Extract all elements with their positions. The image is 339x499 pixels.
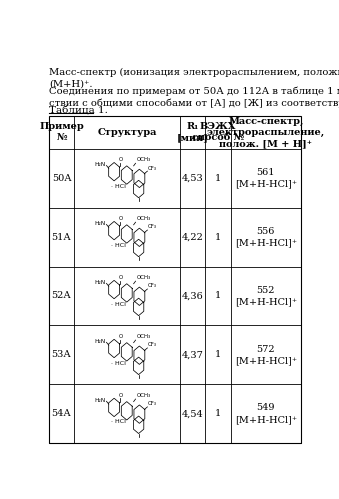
Text: H₂N: H₂N	[94, 398, 105, 403]
Text: 556
[M+H-HCl]⁺: 556 [M+H-HCl]⁺	[235, 227, 297, 248]
Text: 561
[M+H-HCl]⁺: 561 [M+H-HCl]⁺	[235, 168, 297, 189]
Text: O: O	[119, 393, 123, 398]
Text: 52А: 52А	[52, 291, 72, 300]
Text: · HCl: · HCl	[111, 243, 125, 248]
Text: O: O	[119, 157, 123, 162]
Text: CF₃: CF₃	[148, 166, 157, 171]
Text: · HCl: · HCl	[111, 420, 125, 425]
Text: CF₃: CF₃	[148, 283, 157, 288]
Text: 1: 1	[215, 174, 221, 183]
Text: 4,37: 4,37	[182, 350, 204, 359]
Text: CF₃: CF₃	[148, 342, 157, 347]
Text: Таблица 1.: Таблица 1.	[49, 107, 108, 116]
Text: Пример
№: Пример №	[39, 122, 84, 142]
Text: 552
[M+H-HCl]⁺: 552 [M+H-HCl]⁺	[235, 285, 297, 306]
Text: OCH₃: OCH₃	[136, 334, 151, 339]
Text: ВЭЖХ
способ №: ВЭЖХ способ №	[192, 122, 244, 142]
Text: H₂N: H₂N	[94, 221, 105, 226]
Text: 1: 1	[215, 291, 221, 300]
Bar	[49, 116, 301, 443]
Text: H₂N: H₂N	[94, 162, 105, 167]
Text: H₂N: H₂N	[94, 280, 105, 285]
Text: O: O	[119, 216, 123, 221]
Text: Масс-спектр,
электрораспыление,
полож. [M + H]⁺: Масс-спектр, электрораспыление, полож. […	[207, 117, 325, 148]
Text: OCH₃: OCH₃	[136, 217, 151, 222]
Text: · HCl: · HCl	[111, 361, 125, 366]
Text: O: O	[119, 275, 123, 280]
Text: H₂N: H₂N	[94, 339, 105, 344]
Text: 4,36: 4,36	[182, 291, 204, 300]
Text: · HCl: · HCl	[111, 301, 125, 306]
Text: 54А: 54А	[52, 409, 72, 418]
Text: Структура: Структура	[97, 128, 157, 137]
Text: 1: 1	[215, 350, 221, 359]
Text: 53А: 53А	[52, 350, 72, 359]
Text: Масс-спектр (ионизация электрораспылением, положительные ионы): m/z = 612
(M+H)⁺: Масс-спектр (ионизация электрораспыление…	[49, 68, 339, 89]
Text: 549
[M+H-HCl]⁺: 549 [M+H-HCl]⁺	[235, 404, 297, 424]
Text: 4,22: 4,22	[182, 233, 204, 242]
Text: CF₃: CF₃	[148, 225, 157, 230]
Text: 572
[M+H-HCl]⁺: 572 [M+H-HCl]⁺	[235, 344, 297, 365]
Text: 50А: 50А	[52, 174, 72, 183]
Text: · HCl: · HCl	[111, 184, 125, 189]
Text: 4,53: 4,53	[182, 174, 204, 183]
Text: R₁
[мин]: R₁ [мин]	[177, 122, 208, 142]
Text: OCH₃: OCH₃	[136, 158, 151, 163]
Text: OCH₃: OCH₃	[136, 393, 151, 398]
Text: 1: 1	[215, 409, 221, 418]
Text: OCH₃: OCH₃	[136, 275, 151, 280]
Text: 51А: 51А	[52, 233, 72, 242]
Text: Соединения по примерам от 50А до 112А в таблице 1 могут быть получены в соответ-: Соединения по примерам от 50А до 112А в …	[49, 86, 339, 108]
Text: O: O	[119, 334, 123, 339]
Text: 4,54: 4,54	[182, 409, 204, 418]
Text: 1: 1	[215, 233, 221, 242]
Text: CF₃: CF₃	[148, 401, 157, 406]
